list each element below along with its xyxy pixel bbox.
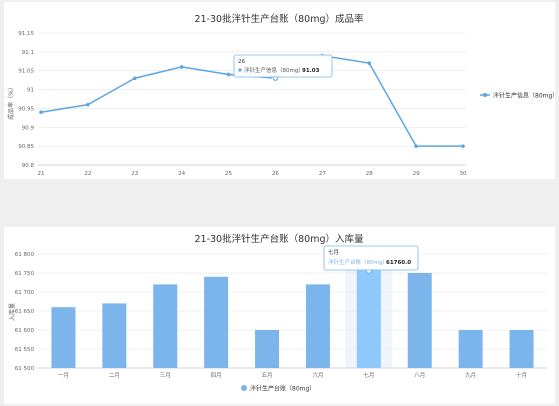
tooltip-series: 泮针生产信息（80mg）: [244, 66, 304, 74]
y-axis-label: 成品率（%）: [7, 84, 15, 120]
tooltip-series: 泮针生产台账（80mg）: [328, 258, 388, 266]
bar: [305, 284, 330, 368]
y-tick-label: 61 550: [15, 347, 35, 353]
tooltip-value: 61760.0: [386, 260, 411, 266]
chart-title: 21-30批泮针生产台账（80mg）成品率: [195, 13, 364, 25]
y-tick-label: 61 800: [15, 252, 35, 258]
x-tick-label: 三月: [160, 372, 171, 379]
y-axis-label-group: 成品率（%）: [7, 84, 15, 120]
x-axis-ticks: 一月 二月 三月 四月 五月 六月 七月 八月 九月 十月: [58, 371, 527, 379]
x-tick-label: 26: [272, 171, 279, 177]
data-point: [179, 65, 184, 69]
y-tick-label: 61 750: [15, 271, 35, 277]
bar: [356, 269, 381, 368]
chart-panel-yield: 21-30批泮针生产台账（80mg）成品率 成品率（%） 91.15 91.1 91…: [4, 2, 555, 179]
data-point: [132, 76, 137, 81]
bar: [153, 284, 178, 368]
legend[interactable]: 泮针生产信息（80mg）: [480, 92, 555, 100]
x-tick-label: 十月: [516, 371, 527, 379]
x-tick-label: 八月: [414, 372, 425, 379]
tooltip: 26 泮针生产信息（80mg） 91.03: [233, 54, 333, 82]
x-tick-label: 22: [84, 171, 91, 177]
x-tick-label: 七月: [363, 371, 374, 379]
y-tick-label: 61 600: [15, 328, 35, 334]
bar: [255, 330, 280, 368]
series-group: [51, 269, 534, 368]
x-tick-label: 二月: [109, 372, 120, 379]
y-tick-label: 90.9: [22, 125, 35, 131]
bar: [204, 276, 229, 368]
y-axis-ticks: 61 800 61 750 61 700 61 650 61 600 61 550 61 5…: [15, 252, 35, 372]
bar: [509, 330, 534, 368]
bar: [458, 330, 483, 368]
x-tick-label: 21: [38, 171, 45, 177]
y-tick-label: 91.05: [18, 69, 34, 75]
legend-marker-icon: [483, 93, 487, 97]
x-tick-label: 28: [366, 171, 373, 177]
chart-panel-stock: 21-30批泮针生产台账（80mg）入库量 入库量 61 800 61 750 61…: [4, 227, 555, 404]
y-axis-label-group: 入库量: [8, 303, 16, 321]
data-point: [367, 61, 372, 65]
tooltip-arrow: [365, 269, 373, 275]
x-tick-label: 一月: [58, 372, 69, 379]
tooltip-title: 七月: [328, 248, 339, 256]
legend-marker-icon: [241, 385, 247, 391]
x-tick-label: 23: [131, 171, 138, 177]
y-tick-label: 61 650: [15, 309, 35, 315]
tooltip-title: 26: [238, 59, 245, 65]
data-point: [39, 110, 43, 114]
y-tick-label: 91: [27, 88, 34, 94]
tooltip-arrow: [271, 76, 280, 82]
x-tick-label: 六月: [312, 371, 323, 379]
x-tick-label: 四月: [211, 372, 222, 379]
y-tick-label: 90.85: [18, 144, 34, 150]
y-tick-label: 91.15: [18, 31, 34, 37]
grid-lines: [38, 32, 466, 166]
y-tick-label: 61 500: [15, 366, 35, 372]
y-axis-label: 入库量: [8, 303, 16, 321]
tooltip-marker-icon: [238, 68, 242, 72]
legend-label: 泮针生产台账（80mg）: [250, 385, 315, 393]
x-tick-label: 27: [319, 171, 326, 177]
x-tick-label: 25: [225, 171, 232, 177]
tooltip: 七月 泮针生产台账（80mg） 61760.0: [323, 245, 419, 275]
y-tick-label: 91.1: [22, 50, 34, 56]
bar: [51, 307, 76, 368]
data-point: [86, 102, 90, 107]
y-axis-ticks: 91.15 91.1 91.05 91 90.95 90.9 90.85 90.8: [18, 31, 34, 169]
bar: [407, 273, 432, 368]
data-point: [226, 72, 231, 77]
legend[interactable]: 泮针生产台账（80mg）: [241, 385, 315, 393]
chart-title: 21-30批泮针生产台账（80mg）入库量: [195, 233, 364, 245]
x-tick-label: 五月: [262, 372, 273, 379]
tooltip-value: 91.03: [302, 68, 320, 74]
data-point: [414, 144, 418, 148]
y-tick-label: 61 700: [15, 290, 35, 296]
x-tick-label: 30: [460, 171, 467, 177]
y-tick-label: 90.8: [22, 163, 35, 169]
x-tick-label: 29: [413, 171, 420, 177]
y-tick-label: 90.95: [18, 106, 34, 112]
legend-label: 泮针生产信息（80mg）: [493, 92, 555, 100]
data-point: [461, 144, 465, 148]
bar: [102, 303, 127, 368]
x-axis-ticks: 21 22 23 24 25 26 27 28 29 30: [38, 171, 467, 177]
line-chart: 21-30批泮针生产台账（80mg）成品率 成品率（%） 91.1591.191…: [7, 13, 555, 177]
tooltip-box: [233, 54, 333, 78]
x-tick-label: 九月: [465, 371, 476, 379]
x-tick-label: 24: [178, 171, 185, 177]
